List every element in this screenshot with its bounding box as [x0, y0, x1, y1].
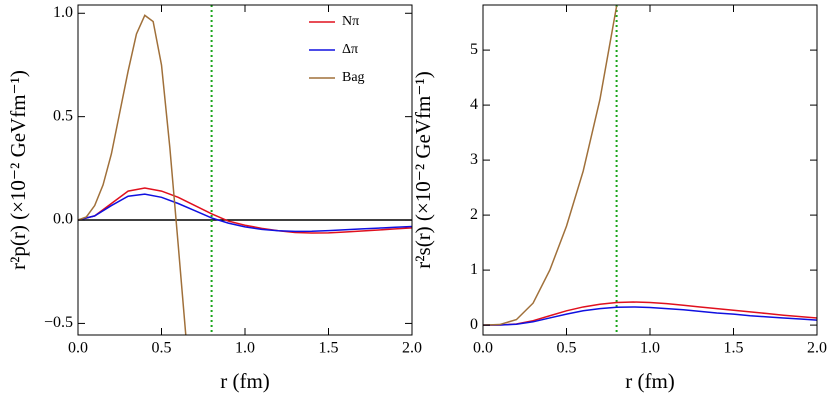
- series-line: [78, 14, 187, 335]
- legend-label: Nπ: [342, 14, 359, 29]
- y-tick-label: 2: [470, 206, 478, 223]
- y-tick-label: 3: [470, 151, 478, 168]
- y-tick-label: 0.0: [53, 211, 73, 228]
- x-tick-label: 0.0: [473, 340, 493, 357]
- frame: [77, 4, 413, 336]
- x-tick-label: 1.0: [235, 340, 255, 357]
- x-tick-label: 2.0: [402, 340, 422, 357]
- y-axis-label: r²s(r) (×10⁻² GeVfm⁻¹): [411, 71, 435, 269]
- series-line: [483, 5, 618, 326]
- x-tick-label: 1.0: [640, 340, 660, 357]
- y-tick-label: 0.5: [53, 107, 73, 124]
- plot-area: [483, 5, 817, 335]
- legend-label: Δπ: [342, 42, 358, 57]
- series-line: [483, 306, 817, 326]
- y-tick-label: 5: [470, 41, 478, 58]
- y-tick-label: 1: [470, 261, 478, 278]
- x-tick-label: 0.5: [152, 340, 172, 357]
- frame: [482, 4, 818, 336]
- y-tick-label: −0.5: [44, 314, 73, 331]
- series-line: [78, 187, 412, 234]
- x-axis-label: r (fm): [625, 369, 675, 393]
- legend-label: Bag: [342, 70, 365, 85]
- x-tick-label: 0.5: [557, 340, 577, 357]
- series-line: [78, 193, 412, 233]
- y-tick-label: 0: [470, 316, 478, 333]
- x-tick-label: 0.0: [68, 340, 88, 357]
- y-tick-label: 1.0: [53, 4, 73, 21]
- plot-area: [78, 5, 412, 335]
- series-line: [483, 301, 817, 326]
- x-tick-label: 1.5: [724, 340, 744, 357]
- x-tick-label: 2.0: [807, 340, 827, 357]
- y-axis-label: r²p(r) (×10⁻² GeVfm⁻¹): [6, 70, 30, 270]
- x-tick-label: 1.5: [319, 340, 339, 357]
- x-axis-label: r (fm): [220, 369, 270, 393]
- y-tick-label: 4: [470, 96, 478, 113]
